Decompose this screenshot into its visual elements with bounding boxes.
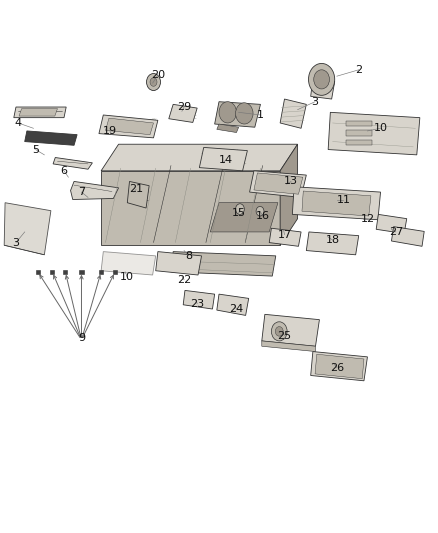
Text: 14: 14 xyxy=(219,155,233,165)
Polygon shape xyxy=(376,214,407,233)
Polygon shape xyxy=(217,294,249,316)
Bar xyxy=(113,270,117,274)
Text: 7: 7 xyxy=(78,187,85,197)
Bar xyxy=(346,140,372,146)
Polygon shape xyxy=(292,187,381,220)
Text: 16: 16 xyxy=(256,211,270,221)
Polygon shape xyxy=(269,228,301,246)
Text: 22: 22 xyxy=(177,275,191,285)
Text: 21: 21 xyxy=(129,184,143,195)
Circle shape xyxy=(236,103,253,124)
Text: 13: 13 xyxy=(284,176,298,187)
Text: 26: 26 xyxy=(330,362,344,373)
Bar xyxy=(63,270,67,274)
Text: 9: 9 xyxy=(78,333,85,343)
Circle shape xyxy=(256,206,264,216)
Polygon shape xyxy=(254,173,303,194)
Text: 3: 3 xyxy=(12,238,19,247)
Polygon shape xyxy=(280,144,297,245)
Polygon shape xyxy=(210,203,278,232)
Text: 19: 19 xyxy=(103,126,117,136)
Text: 24: 24 xyxy=(230,304,244,314)
Circle shape xyxy=(308,63,335,95)
Polygon shape xyxy=(101,144,297,171)
Polygon shape xyxy=(19,109,57,116)
Polygon shape xyxy=(392,227,424,246)
Circle shape xyxy=(150,78,157,86)
Text: 27: 27 xyxy=(389,227,403,237)
Circle shape xyxy=(276,327,283,336)
Text: 18: 18 xyxy=(325,235,339,245)
Polygon shape xyxy=(101,252,155,275)
Text: 6: 6 xyxy=(60,166,67,176)
Circle shape xyxy=(314,70,329,89)
Polygon shape xyxy=(328,112,420,155)
Text: 20: 20 xyxy=(151,70,165,80)
Polygon shape xyxy=(311,352,367,381)
Polygon shape xyxy=(183,290,215,309)
Circle shape xyxy=(147,74,160,91)
Text: 25: 25 xyxy=(277,330,292,341)
Polygon shape xyxy=(199,148,247,171)
Polygon shape xyxy=(169,104,197,123)
Text: 11: 11 xyxy=(336,195,350,205)
Text: 5: 5 xyxy=(32,144,39,155)
Bar xyxy=(346,121,372,126)
Polygon shape xyxy=(217,124,239,133)
Bar xyxy=(346,131,372,136)
Polygon shape xyxy=(53,158,92,169)
Text: 10: 10 xyxy=(120,272,134,282)
Polygon shape xyxy=(101,171,280,245)
Text: 2: 2 xyxy=(355,65,362,75)
Polygon shape xyxy=(280,99,306,128)
Text: 12: 12 xyxy=(360,214,374,224)
Polygon shape xyxy=(99,115,158,138)
Polygon shape xyxy=(14,107,66,118)
Bar xyxy=(35,270,40,274)
Bar xyxy=(50,270,54,274)
Circle shape xyxy=(272,322,287,341)
Polygon shape xyxy=(4,203,51,255)
Polygon shape xyxy=(171,252,276,276)
Polygon shape xyxy=(302,191,371,216)
Bar xyxy=(99,270,103,274)
Text: 4: 4 xyxy=(14,118,22,128)
Polygon shape xyxy=(127,181,149,208)
Text: 10: 10 xyxy=(374,123,388,133)
Text: 29: 29 xyxy=(177,102,191,112)
Polygon shape xyxy=(106,118,153,135)
Polygon shape xyxy=(250,171,306,197)
Polygon shape xyxy=(155,252,201,275)
Circle shape xyxy=(236,204,244,214)
Polygon shape xyxy=(315,354,364,378)
Text: 8: 8 xyxy=(185,251,192,261)
Polygon shape xyxy=(306,232,359,255)
Bar xyxy=(79,270,84,274)
Text: 15: 15 xyxy=(232,208,246,219)
Circle shape xyxy=(219,102,237,123)
Polygon shape xyxy=(262,341,315,352)
Polygon shape xyxy=(215,102,261,127)
Polygon shape xyxy=(262,314,319,346)
Text: 17: 17 xyxy=(277,230,292,240)
Text: 23: 23 xyxy=(190,298,204,309)
Polygon shape xyxy=(25,131,77,146)
Polygon shape xyxy=(71,181,119,199)
Text: 3: 3 xyxy=(311,96,318,107)
Polygon shape xyxy=(311,78,335,99)
Text: 1: 1 xyxy=(257,110,264,120)
